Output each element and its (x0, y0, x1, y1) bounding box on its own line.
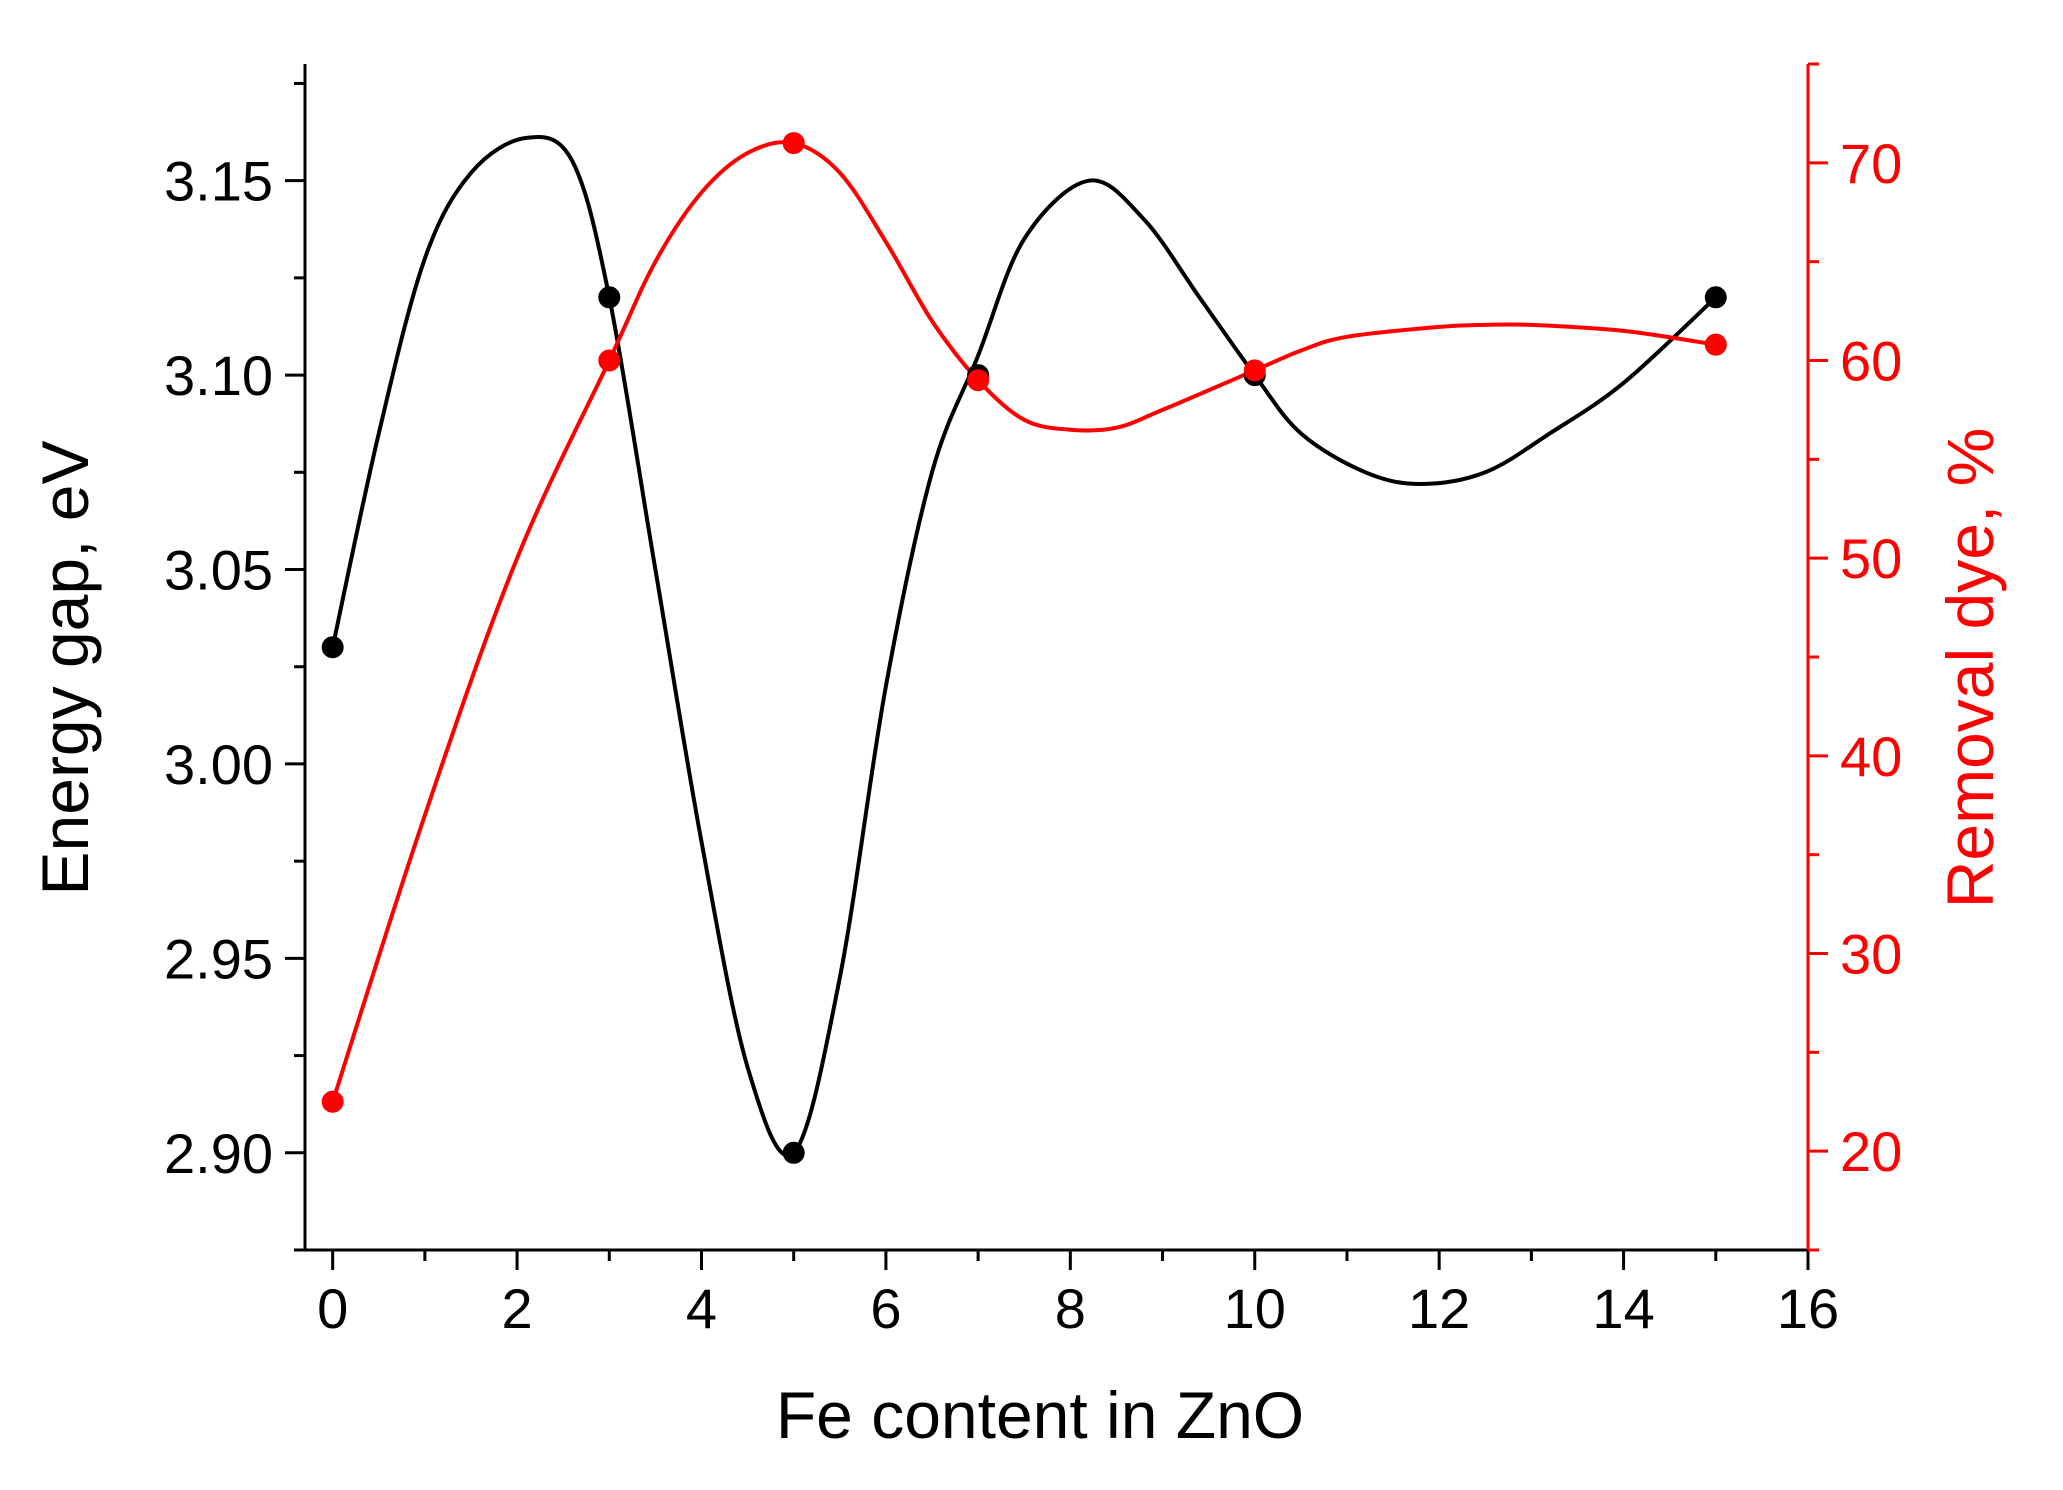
x-tick-label: 12 (1408, 1277, 1470, 1340)
energy-gap-point (782, 1141, 805, 1164)
x-tick-label: 16 (1777, 1277, 1839, 1340)
x-tick-label: 14 (1592, 1277, 1654, 1340)
y-right-tick-label: 30 (1840, 923, 1902, 986)
y-right-tick-label: 40 (1840, 725, 1902, 788)
y-left-tick-label: 2.95 (164, 927, 273, 990)
energy-gap-point (321, 636, 344, 659)
energy-gap-curve (330, 134, 1718, 1158)
x-tick-label: 8 (1055, 1277, 1086, 1340)
y-left-tick-label: 3.15 (164, 150, 273, 213)
y-left-tick-label: 3.00 (164, 733, 273, 796)
removal-dye-point (598, 349, 621, 372)
energy-gap-point (1704, 286, 1727, 309)
removal-dye-point (782, 132, 805, 155)
y-left-tick-label: 2.90 (164, 1122, 273, 1185)
removal-dye-curve (330, 140, 1717, 1103)
y-right-tick-label: 20 (1840, 1120, 1902, 1183)
y-right-tick-label: 50 (1840, 527, 1902, 590)
x-axis-label: Fe content in ZnO (776, 1378, 1304, 1452)
y-left-tick-label: 3.05 (164, 539, 273, 602)
removal-dye-point (321, 1090, 344, 1113)
x-tick-label: 10 (1224, 1277, 1286, 1340)
y-axis-right-label: Removal dye, % (1933, 428, 2007, 909)
x-tick-label: 4 (686, 1277, 717, 1340)
removal-dye-point (1243, 359, 1266, 382)
energy-gap-point (598, 286, 621, 309)
removal-dye-point (967, 369, 990, 392)
y-axis-left-label: Energy gap, eV (28, 441, 102, 896)
y-right-tick-label: 60 (1840, 330, 1902, 393)
x-tick-label: 6 (870, 1277, 901, 1340)
removal-dye-point (1704, 333, 1727, 356)
y-right-tick-label: 70 (1840, 132, 1902, 195)
x-tick-label: 2 (502, 1277, 533, 1340)
y-left-tick-label: 3.10 (164, 344, 273, 407)
x-tick-label: 0 (317, 1277, 348, 1340)
